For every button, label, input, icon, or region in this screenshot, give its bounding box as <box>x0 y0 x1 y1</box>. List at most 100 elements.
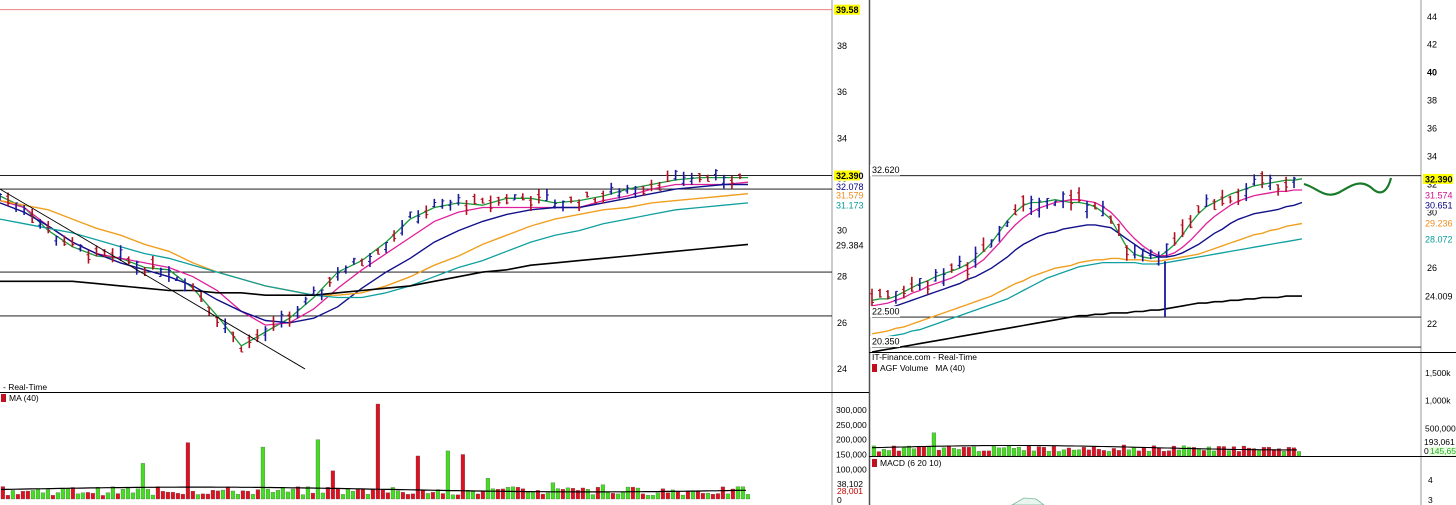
volume-bar[interactable] <box>1281 451 1286 457</box>
ohlc-bar[interactable] <box>400 220 405 236</box>
volume-bar[interactable] <box>195 494 200 500</box>
volume-bar[interactable] <box>1036 446 1041 457</box>
volume-moving-average[interactable] <box>0 486 746 493</box>
volume-bar[interactable] <box>971 446 976 457</box>
volume-bar[interactable] <box>1296 451 1301 457</box>
ohlc-bar[interactable] <box>673 169 678 181</box>
volume-bar[interactable] <box>640 493 645 500</box>
ohlc-bar[interactable] <box>1196 205 1201 214</box>
volume-bar[interactable] <box>350 491 355 500</box>
volume-bar[interactable] <box>1131 447 1136 457</box>
left-price-pane[interactable] <box>0 9 832 370</box>
volume-bar[interactable] <box>375 403 380 500</box>
volume-bar[interactable] <box>150 494 155 500</box>
volume-bar[interactable] <box>1006 445 1011 457</box>
ohlc-bar[interactable] <box>601 190 606 204</box>
volume-bar[interactable] <box>1011 448 1016 457</box>
ohlc-bar[interactable] <box>247 334 252 349</box>
ohlc-bar[interactable] <box>665 170 670 183</box>
volume-bar[interactable] <box>1196 448 1201 457</box>
ohlc-bar[interactable] <box>561 200 566 212</box>
ohlc-bar[interactable] <box>62 235 67 246</box>
volume-bar[interactable] <box>545 492 550 500</box>
volume-bar[interactable] <box>235 493 240 500</box>
moving-average-line-4[interactable] <box>871 222 1303 335</box>
ohlc-bar[interactable] <box>504 194 509 205</box>
volume-bar[interactable] <box>405 494 410 500</box>
ohlc-bar[interactable] <box>351 257 356 265</box>
moving-average-line-6[interactable] <box>871 295 1302 353</box>
ohlc-bar[interactable] <box>737 173 742 180</box>
volume-bar[interactable] <box>495 489 500 500</box>
ohlc-bar[interactable] <box>416 210 421 224</box>
ohlc-bar[interactable] <box>925 280 930 295</box>
volume-bar[interactable] <box>1116 450 1121 457</box>
ohlc-bar[interactable] <box>1268 174 1273 191</box>
volume-bar[interactable] <box>1061 449 1066 457</box>
volume-bar[interactable] <box>385 492 390 500</box>
ohlc-bar[interactable] <box>38 219 43 229</box>
volume-bar[interactable] <box>365 494 370 500</box>
ohlc-bar[interactable] <box>877 288 882 298</box>
volume-bar[interactable] <box>1021 450 1026 457</box>
ohlc-bar[interactable] <box>885 290 890 300</box>
ohlc-bar[interactable] <box>641 186 646 196</box>
volume-bar[interactable] <box>475 493 480 500</box>
volume-bar[interactable] <box>0 486 5 500</box>
volume-bar[interactable] <box>140 463 145 500</box>
volume-bar[interactable] <box>1231 446 1236 457</box>
volume-bar[interactable] <box>1291 447 1296 457</box>
volume-bar[interactable] <box>1101 450 1106 457</box>
volume-bar[interactable] <box>40 492 45 500</box>
volume-bar[interactable] <box>615 493 620 500</box>
ohlc-bar[interactable] <box>1164 243 1169 258</box>
volume-bar[interactable] <box>996 447 1001 457</box>
volume-bar[interactable] <box>1141 447 1146 457</box>
volume-bar[interactable] <box>946 445 951 457</box>
volume-bar[interactable] <box>225 486 230 500</box>
ohlc-bar[interactable] <box>343 265 348 274</box>
ohlc-bar[interactable] <box>287 311 292 327</box>
ohlc-bar[interactable] <box>118 245 123 261</box>
volume-bar[interactable] <box>1186 446 1191 457</box>
volume-bar[interactable] <box>590 494 595 500</box>
ohlc-bar[interactable] <box>367 253 372 268</box>
ohlc-bar[interactable] <box>1013 204 1018 216</box>
ohlc-bar[interactable] <box>488 195 493 213</box>
volume-bar[interactable] <box>155 486 160 500</box>
ohlc-bar[interactable] <box>1244 183 1249 202</box>
volume-bar[interactable] <box>470 491 475 500</box>
ohlc-bar[interactable] <box>1116 223 1121 237</box>
ohlc-bar[interactable] <box>941 268 946 286</box>
ohlc-bar[interactable] <box>70 237 75 248</box>
volume-bar[interactable] <box>85 492 90 500</box>
volume-bar[interactable] <box>605 491 610 500</box>
volume-bar[interactable] <box>966 447 971 457</box>
volume-bar[interactable] <box>951 448 956 457</box>
volume-bar[interactable] <box>1246 447 1251 457</box>
volume-bar[interactable] <box>420 490 425 500</box>
volume-bar[interactable] <box>685 490 690 500</box>
volume-bar[interactable] <box>1171 445 1176 457</box>
volume-bar[interactable] <box>15 494 20 500</box>
volume-bar[interactable] <box>135 488 140 500</box>
ohlc-bar[interactable] <box>408 211 413 219</box>
ohlc-bar[interactable] <box>1292 176 1297 189</box>
ohlc-bar[interactable] <box>440 198 445 209</box>
volume-bar[interactable] <box>1176 449 1181 457</box>
volume-bar[interactable] <box>1001 447 1006 457</box>
volume-bar[interactable] <box>290 488 295 500</box>
volume-bar[interactable] <box>105 492 110 500</box>
volume-bar[interactable] <box>535 490 540 500</box>
volume-bar[interactable] <box>1151 445 1156 457</box>
volume-bar[interactable] <box>655 492 660 500</box>
volume-bar[interactable] <box>95 487 100 500</box>
ohlc-bar[interactable] <box>909 276 914 292</box>
volume-bar[interactable] <box>1211 450 1216 457</box>
volume-bar[interactable] <box>620 491 625 500</box>
volume-bar[interactable] <box>1286 447 1291 457</box>
volume-bar[interactable] <box>460 454 465 500</box>
ohlc-bar[interactable] <box>536 189 541 204</box>
ohlc-bar[interactable] <box>512 194 517 201</box>
volume-bar[interactable] <box>580 487 585 500</box>
